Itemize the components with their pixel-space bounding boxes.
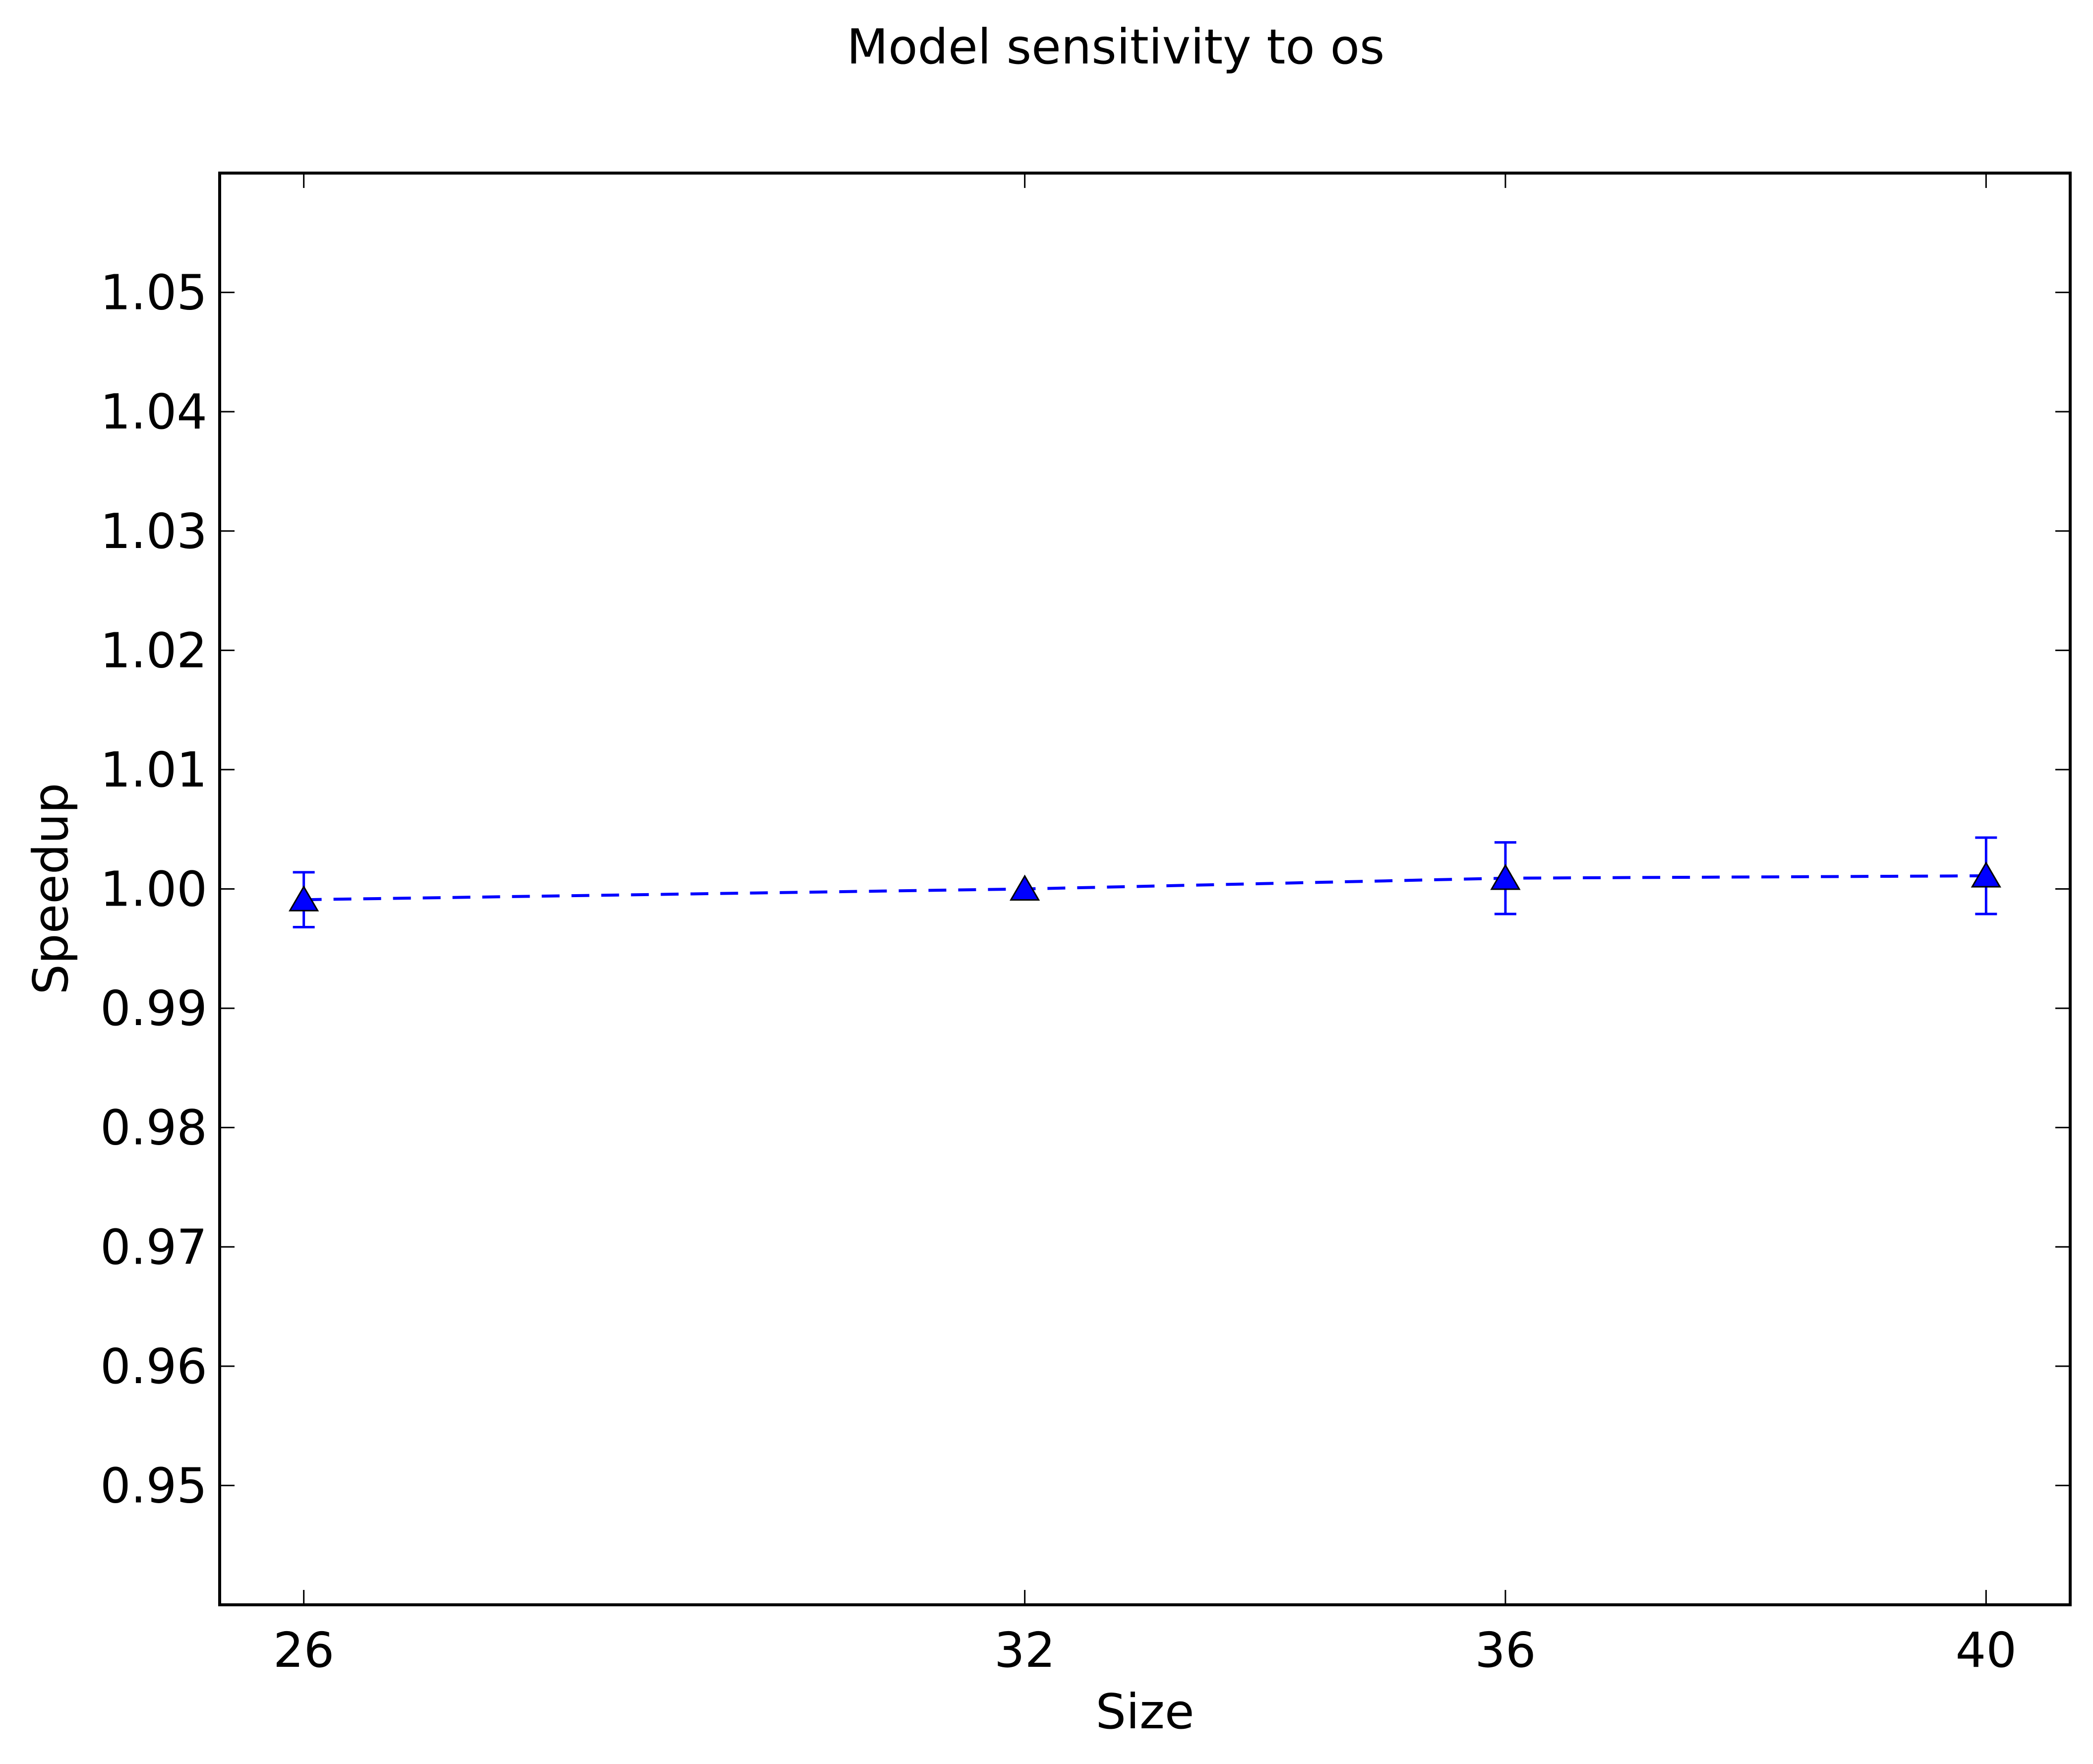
y-tick-label: 1.05 bbox=[100, 265, 207, 321]
series-layer bbox=[289, 836, 2001, 928]
x-tick-label: 36 bbox=[1475, 1622, 1536, 1678]
series-line bbox=[303, 874, 1986, 902]
y-tick-label: 1.00 bbox=[100, 861, 207, 917]
y-tick-label: 0.98 bbox=[100, 1100, 207, 1156]
y-tick-label: 0.96 bbox=[100, 1338, 207, 1395]
data-point-marker bbox=[1490, 863, 1521, 890]
chart-title: Model sensitivity to os bbox=[847, 19, 1385, 75]
data-point-marker bbox=[1971, 861, 2001, 888]
y-axis-ticks: 0.95 0.96 0.97 0.98 0.99 1.00 1.01 1.02 1.03 1.04… bbox=[100, 265, 2070, 1514]
y-tick-label: 1.02 bbox=[100, 622, 207, 678]
data-point-marker bbox=[289, 885, 319, 912]
y-tick-label: 0.99 bbox=[100, 980, 207, 1036]
y-axis-label: Speedup bbox=[23, 783, 79, 994]
x-tick-label: 40 bbox=[1956, 1622, 2017, 1678]
x-tick-label: 26 bbox=[273, 1622, 334, 1678]
y-tick-label: 1.04 bbox=[100, 384, 207, 440]
data-point-marker bbox=[1010, 874, 1040, 901]
x-axis-ticks: 26 32 36 40 bbox=[273, 173, 2017, 1678]
plot-area-frame bbox=[218, 172, 2072, 1606]
y-tick-label: 1.03 bbox=[100, 503, 207, 559]
y-tick-label: 0.95 bbox=[100, 1458, 207, 1514]
y-tick-label: 0.97 bbox=[100, 1219, 207, 1275]
x-axis-label: Size bbox=[1095, 1684, 1194, 1740]
y-tick-label: 1.01 bbox=[100, 742, 207, 798]
x-tick-label: 32 bbox=[994, 1622, 1055, 1678]
